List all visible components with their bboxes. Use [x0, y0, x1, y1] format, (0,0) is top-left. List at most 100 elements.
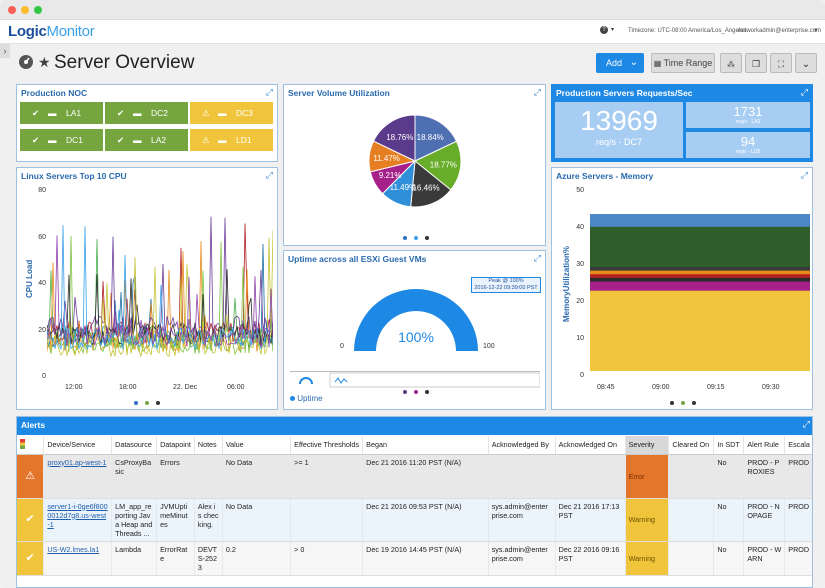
page-dot[interactable] — [681, 401, 685, 405]
legend-dot — [290, 396, 295, 401]
column-header[interactable]: Severity — [625, 436, 670, 455]
noc-tile-label: LA2 — [151, 135, 167, 145]
page-dot[interactable] — [134, 401, 138, 405]
minimize-window-button[interactable] — [21, 6, 29, 14]
cell-device[interactable]: US-W2.lmes.la1 — [43, 541, 113, 576]
check-icon: ✔ — [117, 108, 125, 118]
page-dot[interactable] — [156, 401, 160, 405]
page-dot[interactable] — [692, 401, 696, 405]
timezone-label[interactable]: Timezone: UTC-08:00 America/Los_Angeles — [628, 28, 747, 34]
y-tick-label: 30 — [576, 261, 584, 268]
expand-icon[interactable]: ⤢ — [800, 87, 808, 97]
table-row[interactable]: ⚠ proxy01.ap-west-1 CsProxyBasic Errors No D… — [17, 454, 812, 499]
cell-sdt: No — [713, 498, 745, 542]
column-header[interactable]: Escala — [784, 436, 812, 455]
favorite-star-icon[interactable]: ★ — [38, 54, 51, 70]
page-dot[interactable] — [403, 390, 407, 394]
page-dot[interactable] — [425, 236, 429, 240]
expand-icon[interactable]: ⤢ — [802, 419, 810, 429]
noc-tile-la2[interactable]: ✔ ▬ LA2 — [105, 129, 188, 151]
page-dot[interactable] — [145, 401, 149, 405]
column-header[interactable]: Acknowledged On — [555, 436, 626, 455]
more-options-button[interactable]: ⌄ — [795, 53, 817, 73]
alert-level-cell: ⚠ — [17, 454, 45, 499]
pie-slice[interactable] — [372, 114, 416, 162]
table-row[interactable]: ✔ server1-i-0ge6f8000012d7g8.us-west-1 LM_… — [17, 498, 812, 542]
close-window-button[interactable] — [8, 6, 16, 14]
cell-thr: >= 1 — [290, 454, 364, 499]
column-header[interactable]: Acknowledged By — [488, 436, 556, 455]
cell-sdt: No — [713, 454, 745, 499]
expand-icon[interactable]: ⤢ — [533, 253, 541, 263]
noc-tile-dc3[interactable]: ⚠ ▬ DC3 — [190, 102, 273, 124]
user-menu[interactable]: networkadmin@enterprise.com — [738, 28, 822, 34]
column-header[interactable]: Effective Thresholds — [290, 436, 364, 455]
maximize-window-button[interactable] — [34, 6, 42, 14]
column-header[interactable]: Cleared On — [668, 436, 715, 455]
expand-icon[interactable]: ⤢ — [533, 87, 541, 97]
page-dot[interactable] — [414, 390, 418, 394]
sidebar-expand-toggle[interactable]: › — [0, 44, 10, 58]
noc-tile-dc1[interactable]: ✔ ▬ DC1 — [20, 129, 103, 151]
x-tick-label: 08:45 — [597, 384, 615, 391]
expand-icon[interactable]: ⤢ — [265, 170, 273, 180]
column-header[interactable]: Value — [222, 436, 292, 455]
production-noc-widget: Production NOC ⤢ ✔ ▬ LA1 ✔ ▬ DC2 ⚠ ▬ DC3 ✔ ▬ DC1 ✔ ▬ L… — [16, 84, 278, 162]
column-header[interactable]: Notes — [194, 436, 223, 455]
widget-title: Linux Servers Top 10 CPU — [21, 171, 127, 181]
column-header[interactable]: Device/Service — [43, 436, 113, 455]
noc-tile-dc2[interactable]: ✔ ▬ DC2 — [105, 102, 188, 124]
page-dot[interactable] — [403, 236, 407, 240]
column-header[interactable]: Datapoint — [156, 436, 195, 455]
widget-title: Production NOC — [21, 88, 88, 98]
y-tick-label: 40 — [576, 224, 584, 231]
pie-slice[interactable] — [414, 140, 462, 191]
page-dot[interactable] — [670, 401, 674, 405]
bignumber-main: 13969 req/s - DC7 — [555, 102, 683, 158]
table-row[interactable]: ✔ US-W2.lmes.la1 Lambda ErrorRate DEVTS-2523… — [17, 541, 812, 576]
user-chevron-icon[interactable]: ▾ — [814, 27, 818, 34]
gauge-max: 100 — [483, 343, 495, 350]
expand-icon[interactable]: ⤢ — [800, 170, 808, 180]
server-volume-widget: Server Volume Utilization ⤢ 18.84% 18.77%… — [283, 84, 546, 246]
dashboard-settings-button[interactable]: ⁂ — [720, 53, 742, 73]
noc-tile-la1[interactable]: ✔ ▬ LA1 — [20, 102, 103, 124]
expand-icon[interactable]: ⤢ — [265, 87, 273, 97]
noc-tile-label: LA1 — [66, 108, 82, 118]
pie-slice[interactable] — [410, 160, 452, 208]
fullscreen-button[interactable]: ⛶ — [770, 53, 792, 73]
logicmonitor-logo[interactable]: LogicMonitor — [8, 23, 95, 40]
column-header[interactable]: Alert Rule — [743, 436, 786, 455]
column-header[interactable]: Datasource — [111, 436, 158, 455]
calendar-icon: ▦ — [653, 59, 662, 68]
cell-dp: Errors — [156, 454, 195, 499]
alerts-body: ⚠ proxy01.ap-west-1 CsProxyBasic Errors No D… — [17, 454, 812, 576]
noc-tile-ld1[interactable]: ⚠ ▬ LD1 — [190, 129, 273, 151]
memory-area-band — [590, 290, 810, 371]
cell-device[interactable]: proxy01.ap-west-1 — [43, 454, 113, 499]
time-range-button[interactable]: ▦ Time Range — [651, 53, 715, 73]
cell-esc: PROD — [784, 454, 812, 499]
mini-timeline[interactable] — [290, 371, 541, 388]
server-icon: ▬ — [218, 135, 227, 145]
help-chevron-icon[interactable]: ▾ — [611, 27, 615, 33]
memory-area-chart — [590, 214, 810, 371]
column-header[interactable]: Began — [362, 436, 489, 455]
y-tick-label: 40 — [38, 280, 46, 287]
page-dot[interactable] — [425, 390, 429, 394]
warning-icon: ⚠ — [202, 135, 210, 145]
bignumber-a-label: req/s - LA3 — [735, 119, 761, 125]
pie-slice[interactable] — [414, 114, 458, 162]
cell-began: Dec 21 2016 09:53 PST (N/A) — [362, 498, 489, 542]
cell-device[interactable]: server1-i-0ge6f8000012d7g8.us-west-1 — [43, 498, 113, 542]
column-header[interactable]: In SDT — [713, 436, 745, 455]
alert-level-column[interactable] — [17, 436, 45, 455]
check-icon: ✔ — [32, 135, 40, 145]
add-widget-button[interactable]: Add ⌄ — [596, 53, 644, 73]
help-icon[interactable]: ? — [600, 26, 608, 34]
legend-uptime[interactable]: Uptime — [290, 394, 323, 403]
y-tick-label: 60 — [38, 233, 46, 241]
page-dot[interactable] — [414, 236, 418, 240]
cell-ackon — [555, 454, 626, 499]
clone-dashboard-button[interactable]: ❐ — [745, 53, 767, 73]
